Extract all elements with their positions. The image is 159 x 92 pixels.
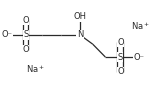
- Text: Na$^+$: Na$^+$: [26, 63, 45, 75]
- Text: O⁻: O⁻: [1, 30, 12, 39]
- Text: N: N: [77, 30, 83, 39]
- Text: O⁻: O⁻: [134, 53, 145, 62]
- Text: O: O: [22, 16, 29, 25]
- Text: O: O: [117, 67, 124, 76]
- Text: OH: OH: [74, 12, 87, 21]
- Text: O: O: [22, 45, 29, 54]
- Text: Na$^+$: Na$^+$: [131, 20, 150, 32]
- Text: O: O: [117, 38, 124, 47]
- Text: S: S: [23, 30, 28, 39]
- Text: S: S: [118, 53, 123, 62]
